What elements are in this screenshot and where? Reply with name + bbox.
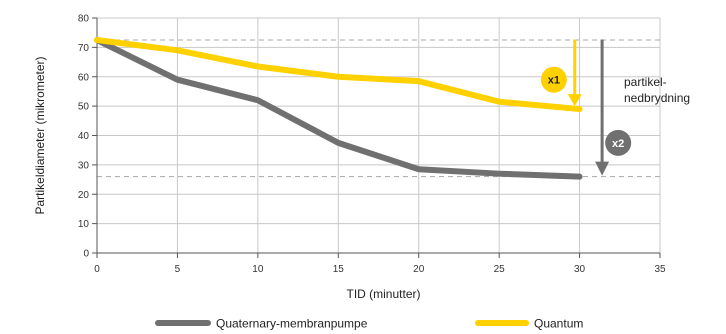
y-tick-label: 80 <box>78 14 90 25</box>
y-axis-title: Partikeldiameter (mikrometer) <box>33 56 47 214</box>
y-tick-label: 50 <box>78 102 90 113</box>
badge-x2-label: x2 <box>612 138 624 150</box>
pump-arrow-head <box>595 161 610 176</box>
annotation-label-line: nedbrydning <box>624 91 690 105</box>
legend-item-quantum-label: Quantum <box>534 317 583 331</box>
x-tick-label: 0 <box>94 264 100 275</box>
y-tick-label: 10 <box>78 219 90 230</box>
quantum-arrow-head <box>567 94 582 107</box>
axes: 0 10 20 30 40 50 60 70 80 0 5 10 15 20 25 30 35 TID (minu… <box>33 14 666 302</box>
x-tick-label: 35 <box>654 264 666 275</box>
x-tick-label: 20 <box>413 264 425 275</box>
y-tick-label: 0 <box>83 249 89 260</box>
y-tick-label: 30 <box>78 160 90 171</box>
badge-x1 <box>540 66 567 93</box>
x-axis-title: TID (minutter) <box>346 287 420 301</box>
series-line-quantum <box>94 37 583 113</box>
y-tick-label: 20 <box>78 190 90 201</box>
x-tick-label: 30 <box>574 264 586 275</box>
annotations: x1 x2 partikel-nedbrydning <box>540 39 690 176</box>
annotation-label: partikel-nedbrydning <box>624 75 690 105</box>
x-tick-label: 10 <box>252 264 264 275</box>
legend: Quaternary-membranpumpe Quantum <box>155 317 583 331</box>
y-tick-label: 40 <box>78 131 90 142</box>
badge-x1-label: x1 <box>548 75 560 87</box>
grid <box>96 17 661 254</box>
x-tick-label: 5 <box>175 264 181 275</box>
y-tick-label: 60 <box>78 72 90 83</box>
x-tick-label: 15 <box>333 264 345 275</box>
legend-item-pump-label: Quaternary-membranpumpe <box>216 317 368 331</box>
series-lines <box>94 37 583 180</box>
series-line-pump <box>94 37 583 180</box>
x-tick-label: 25 <box>494 264 506 275</box>
y-tick-label: 70 <box>78 43 90 54</box>
annotation-label-line: partikel- <box>624 75 667 89</box>
badge-x2 <box>605 129 632 156</box>
